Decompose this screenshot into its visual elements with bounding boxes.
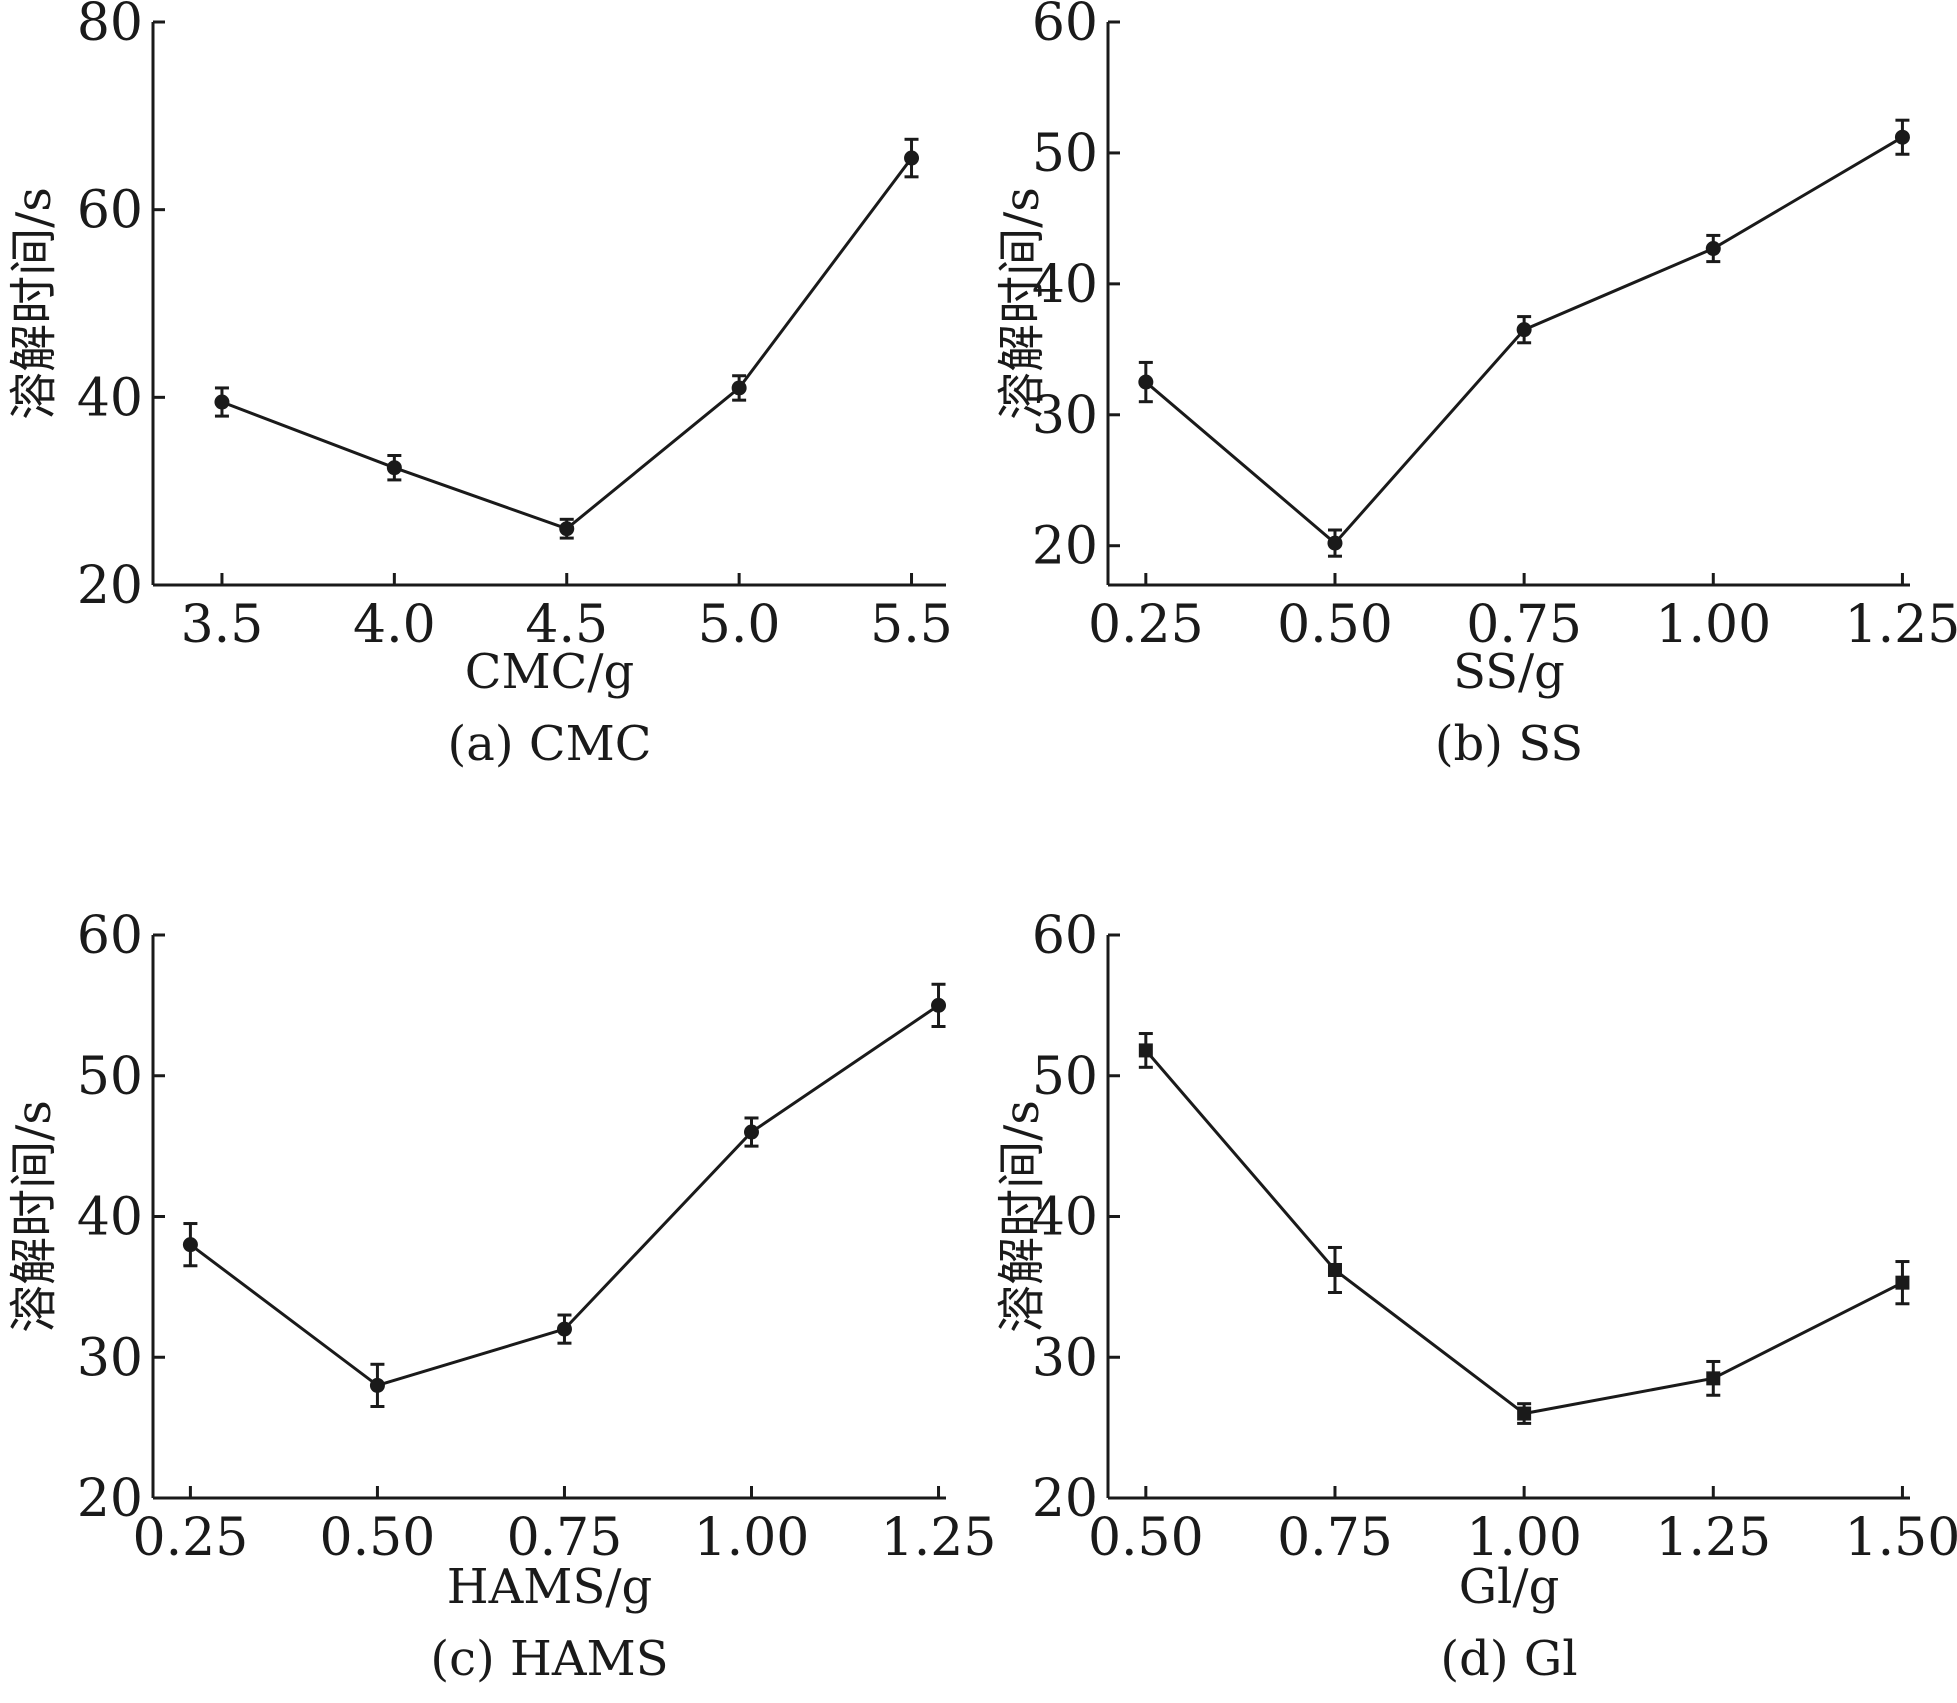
y-tick-label: 20 (1032, 517, 1098, 577)
panel-caption: (d) Gl (1440, 1631, 1577, 1687)
panel-caption: (c) HAMS (430, 1631, 668, 1687)
data-point (931, 997, 947, 1013)
y-tick-label: 60 (77, 181, 143, 241)
chart-panel-3: 20 30 40 50 60 0.50 0.75 1.00 1.25 1.50 Gl/g 溶解时间/s… (994, 906, 1957, 1687)
y-tick-label: 40 (77, 1188, 143, 1248)
y-axis-title: 溶解时间/s (6, 1100, 62, 1333)
data-point (1138, 1043, 1153, 1058)
x-tick-label: 0.50 (320, 1508, 436, 1568)
x-tick-label: 0.75 (507, 1508, 623, 1568)
x-tick-label: 5.5 (870, 595, 953, 655)
x-tick-label: 1.00 (1655, 595, 1771, 655)
data-point (1706, 1371, 1721, 1386)
y-axis-title: 溶解时间/s (6, 187, 62, 420)
y-axis-title: 溶解时间/s (994, 187, 1050, 420)
x-axis-title: SS/g (1453, 644, 1565, 700)
data-point (1138, 374, 1154, 390)
chart-panel-2: 20 30 40 50 60 0.25 0.50 0.75 1.00 1.25 HAMS/g 溶解时间… (6, 906, 996, 1687)
data-point (369, 1377, 385, 1393)
x-tick-label: 0.50 (1277, 595, 1393, 655)
y-tick-label: 50 (77, 1047, 143, 1107)
data-point (904, 150, 920, 166)
y-tick-label: 80 (77, 0, 143, 53)
data-point (556, 1321, 572, 1337)
x-tick-label: 4.5 (525, 595, 608, 655)
y-tick-label: 60 (1032, 906, 1098, 966)
data-point (743, 1124, 759, 1140)
data-point (182, 1237, 198, 1253)
x-tick-label: 4.0 (353, 595, 436, 655)
x-tick-label: 0.75 (1277, 1508, 1393, 1568)
panel-caption: (b) SS (1435, 716, 1583, 772)
x-tick-label: 1.00 (1466, 1508, 1582, 1568)
y-tick-label: 40 (1032, 1188, 1098, 1248)
data-point (1516, 322, 1532, 338)
data-point (1894, 129, 1910, 145)
x-tick-label: 1.00 (694, 1508, 810, 1568)
y-tick-label: 20 (77, 1469, 143, 1529)
x-tick-label: 0.75 (1466, 595, 1582, 655)
x-tick-label: 3.5 (181, 595, 264, 655)
y-tick-label: 40 (1032, 255, 1098, 315)
x-axis-title: Gl/g (1459, 1559, 1560, 1615)
x-tick-label: 0.25 (1088, 595, 1204, 655)
data-point (214, 394, 230, 410)
y-tick-label: 40 (77, 368, 143, 428)
x-tick-label: 0.50 (1088, 1508, 1204, 1568)
x-axis-title: HAMS/g (447, 1559, 652, 1615)
y-tick-label: 30 (1032, 1328, 1098, 1388)
data-point (386, 460, 402, 476)
data-point (559, 521, 575, 537)
series-line (1144, 1049, 1904, 1416)
y-tick-label: 50 (1032, 1047, 1098, 1107)
x-tick-label: 1.25 (881, 1508, 997, 1568)
x-tick-label: 1.50 (1845, 1508, 1957, 1568)
data-point (1327, 535, 1343, 551)
data-point (1705, 241, 1721, 257)
x-tick-label: 1.25 (1655, 1508, 1771, 1568)
panel-caption: (a) CMC (448, 716, 652, 772)
y-tick-label: 60 (77, 906, 143, 966)
y-tick-label: 30 (77, 1328, 143, 1388)
y-tick-label: 20 (77, 556, 143, 616)
x-tick-label: 5.0 (698, 595, 781, 655)
y-tick-label: 20 (1032, 1469, 1098, 1529)
series-line (221, 157, 913, 531)
chart-panel-0: 20 40 60 80 3.5 4.0 4.5 5.0 5.5 CMC/g 溶解时间/s (a) CM… (6, 0, 953, 772)
y-tick-label: 50 (1032, 124, 1098, 184)
x-axis-title: CMC/g (465, 644, 635, 700)
data-point (731, 380, 747, 396)
data-point (1327, 1262, 1342, 1277)
x-tick-label: 0.25 (133, 1508, 249, 1568)
data-point (1895, 1275, 1910, 1290)
y-tick-label: 60 (1032, 0, 1098, 53)
y-axis-title: 溶解时间/s (994, 1100, 1050, 1333)
y-tick-label: 30 (1032, 386, 1098, 446)
chart-panel-1: 20 30 40 50 60 0.25 0.50 0.75 1.00 1.25 SS/g 溶解时间/s… (994, 0, 1957, 772)
x-tick-label: 1.25 (1845, 595, 1957, 655)
data-point (1517, 1406, 1532, 1421)
